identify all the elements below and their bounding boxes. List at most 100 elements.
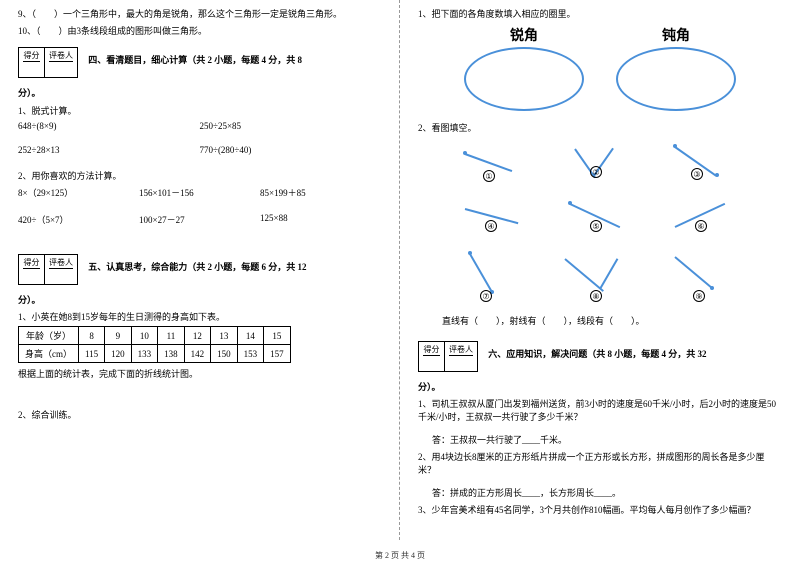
obtuse-wrap: 钝角 [616,25,736,111]
calc-row-4: 420÷（5×7） 100×27－27 125×88 [18,213,381,226]
ans-6-2: 答：拼成的正方形周长____，长方形周长____。 [432,486,782,499]
obtuse-label: 钝角 [616,25,736,45]
num-5: ⑤ [590,220,602,232]
cell: 13 [211,327,238,345]
num-9: ⑨ [693,290,705,302]
num-2: ② [590,166,602,178]
cell: 11 [158,327,185,345]
score-blank [23,61,40,75]
prob-5-1: 1、小英在她8到15岁每年的生日测得的身高如下表。 [18,310,381,323]
cell: 133 [131,345,158,363]
q9: 9、（ ）一个三角形中，最大的角是锐角，那么这个三角形一定是锐角三角形。 [18,8,381,21]
section-5-title: 五、认真思考，综合能力（共 2 小题，每题 6 分，共 12 [88,262,306,272]
grader-label: 评卷人 [49,50,73,61]
score-box: 得分 评卷人 [418,341,478,372]
cell: 8 [79,327,105,345]
acute-wrap: 锐角 [464,25,584,111]
angles-diagram: ① ② ③ ④ ⑤ ⑥ ⑦ ⑧ ⑨ [445,138,755,308]
prob-5-1b: 根据上面的统计表，完成下面的折线统计图。 [18,367,381,380]
num-4: ④ [485,220,497,232]
acute-ellipse [464,47,584,111]
score-label: 得分 [423,344,440,355]
calc: 252÷28×13 [18,145,200,155]
score-box: 得分 评卷人 [18,254,78,285]
num-8: ⑧ [590,290,602,302]
cell: 138 [158,345,185,363]
calc: 420÷（5×7） [18,213,139,226]
acute-label: 锐角 [464,25,584,45]
cell: 身高（cm） [19,345,79,363]
line-8a [564,258,604,292]
cell: 150 [211,345,238,363]
line-9 [674,256,714,290]
grader-blank [449,355,473,369]
calc-row-2: 252÷28×13 770÷(280÷40) [18,145,381,155]
score-box: 得分 评卷人 [18,47,78,78]
right-column: 1、把下面的各角度数填入相应的圈里。 锐角 钝角 2、看图填空。 ① ② ③ [400,0,800,540]
calc: 770÷(280÷40) [200,145,382,155]
height-table: 年龄（岁） 8 9 10 11 12 13 14 15 身高（cm） 115 1… [18,326,291,363]
cell: 14 [237,327,264,345]
line-7 [469,253,493,293]
score-label: 得分 [23,257,40,268]
grader-label: 评卷人 [49,257,73,268]
num-3: ③ [691,168,703,180]
calc: 8×（29×125） [18,186,139,199]
grader-label: 评卷人 [449,344,473,355]
page-footer: 第 2 页 共 4 页 [0,550,800,561]
cell: 153 [237,345,264,363]
score-row-5: 得分 评卷人 五、认真思考，综合能力（共 2 小题，每题 6 分，共 12 [18,248,381,288]
num-6: ⑥ [695,220,707,232]
dot-icon [568,201,572,205]
section-6-cont: 分）。 [418,381,782,394]
ellipse-group: 锐角 钝角 [448,25,752,111]
dot-icon [710,286,714,290]
cell: 157 [264,345,291,363]
prob-6-1: 1、司机王叔叔从厦门出发到福州送货，前3小时的速度是60千米/小时，后2小时的速… [418,397,782,423]
grader-blank [49,61,73,75]
q10: 10、（ ）由3条线段组成的图形叫做三角形。 [18,25,381,38]
score-blank [423,355,440,369]
line-8b [599,258,618,289]
dot-icon [463,151,467,155]
cell: 142 [184,345,211,363]
cell: 12 [184,327,211,345]
cell: 10 [131,327,158,345]
table-row: 年龄（岁） 8 9 10 11 12 13 14 15 [19,327,291,345]
left-column: 9、（ ）一个三角形中，最大的角是锐角，那么这个三角形一定是锐角三角形。 10、… [0,0,400,540]
calc: 156×101－156 [139,186,260,199]
score-label: 得分 [23,50,40,61]
prob-6-2: 2、用4块边长8厘米的正方形纸片拼成一个正方形或长方形，拼成图形的周长各是多少厘… [418,450,782,476]
r-q1: 1、把下面的各角度数填入相应的圈里。 [418,8,782,21]
section-4-title: 四、看清题目，细心计算（共 2 小题，每题 4 分，共 8 [88,55,302,65]
num-7: ⑦ [480,290,492,302]
prob-5-2: 2、综合训练。 [18,408,381,421]
line-1 [465,153,513,172]
section-5-cont: 分）。 [18,294,381,307]
cell: 年龄（岁） [19,327,79,345]
table-row: 身高（cm） 115 120 133 138 142 150 153 157 [19,345,291,363]
dot-icon [468,251,472,255]
grader-blank [49,268,73,282]
calc-row-3: 8×（29×125） 156×101－156 85×199＋85 [18,186,381,199]
calc: 648÷(8×9) [18,121,200,131]
r-q2: 2、看图填空。 [418,121,782,134]
calc: 100×27－27 [139,213,260,226]
calc: 85×199＋85 [260,186,381,199]
calc: 250÷25×85 [200,121,382,131]
prob-1: 1、脱式计算。 [18,104,381,117]
prob-2: 2、用你喜欢的方法计算。 [18,169,381,182]
calc: 125×88 [260,213,381,226]
prob-6-3: 3、少年宫美术组有45名同学，3个月共创作810幅画。平均每人每月创作了多少幅画… [418,503,782,516]
section-4-cont: 分）。 [18,87,381,100]
num-1: ① [483,170,495,182]
calc-row-1: 648÷(8×9) 250÷25×85 [18,121,381,131]
obtuse-ellipse [616,47,736,111]
dot-icon [715,173,719,177]
ans-6-1: 答：王叔叔一共行驶了____千米。 [432,433,782,446]
cell: 15 [264,327,291,345]
section-6-title: 六、应用知识，解决问题（共 8 小题，每题 4 分，共 32 [488,349,706,359]
cell: 120 [105,345,132,363]
score-row-4: 得分 评卷人 四、看清题目，细心计算（共 2 小题，每题 4 分，共 8 [18,41,381,81]
fill-blank: 直线有（ ），射线有（ ），线段有（ ）。 [442,314,782,327]
